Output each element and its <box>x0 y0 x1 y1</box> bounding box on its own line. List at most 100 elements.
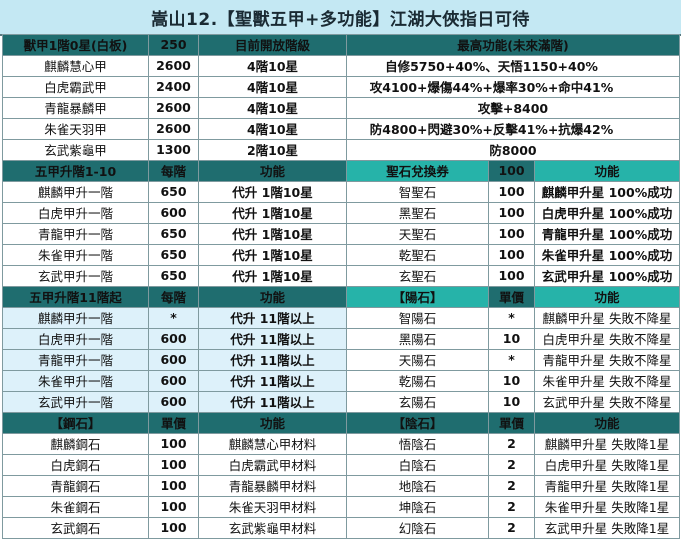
holy-name: 黑聖石 <box>346 201 489 224</box>
steel-header-name: 【鋼石】 <box>2 411 149 434</box>
armor-function: 攻擊+8400 <box>346 96 680 119</box>
upgrade2-header-price: 每階 <box>148 285 199 308</box>
upgrade1-name: 朱雀甲升一階 <box>2 243 149 266</box>
holy-price: 100 <box>488 222 535 245</box>
upgrade1-function: 代升 1階10星 <box>198 201 347 224</box>
steel-function: 青龍暴麟甲材料 <box>198 474 347 497</box>
upgrade1-price: 600 <box>148 201 199 224</box>
table-row: 白虎甲升一階 600 代升 1階10星 黑聖石 100 白虎甲升星 100%成功 <box>2 201 680 224</box>
upgrade2-name: 朱雀甲升一階 <box>2 369 149 392</box>
steel-function: 麒麟慧心甲材料 <box>198 432 347 455</box>
upgrade1-name: 玄武甲升一階 <box>2 264 149 287</box>
upgrade1-price: 650 <box>148 264 199 287</box>
table-row: 朱雀鋼石 100 朱雀天羽甲材料 坤陰石 2 朱雀甲升星 失敗降1星 <box>2 495 680 518</box>
armor-price: 2600 <box>148 54 199 77</box>
holy-header-function: 功能 <box>534 159 680 182</box>
armor-name: 麒麟慧心甲 <box>2 54 149 77</box>
yang-price: * <box>488 348 535 371</box>
armor-row: 玄武紫龜甲 1300 2階10星 防8000 <box>2 138 680 161</box>
holy-header-name: 聖石兌換券 <box>346 159 489 182</box>
table-row: 麒麟甲升一階 650 代升 1階10星 智聖石 100 麒麟甲升星 100%成功 <box>2 180 680 203</box>
steel-name: 玄武鋼石 <box>2 516 149 539</box>
steel-header-function: 功能 <box>198 411 347 434</box>
upgrade1-header-price: 每階 <box>148 159 199 182</box>
yin-function: 朱雀甲升星 失敗降1星 <box>534 495 680 518</box>
armor-name: 玄武紫龜甲 <box>2 138 149 161</box>
yin-function: 麒麟甲升星 失敗降1星 <box>534 432 680 455</box>
armor-header-level: 目前開放階級 <box>198 33 347 56</box>
holy-function: 朱雀甲升星 100%成功 <box>534 243 680 266</box>
armor-level: 4階10星 <box>198 96 347 119</box>
armor-level: 4階10星 <box>198 54 347 77</box>
upgrade2-name: 麒麟甲升一階 <box>2 306 149 329</box>
yin-name: 地陰石 <box>346 474 489 497</box>
upgrade2-function: 代升 11階以上 <box>198 369 347 392</box>
yang-header-function: 功能 <box>534 285 680 308</box>
armor-price: 1300 <box>148 138 199 161</box>
yin-function: 白虎甲升星 失敗降1星 <box>534 453 680 476</box>
upgrade1-function: 代升 1階10星 <box>198 243 347 266</box>
table-row: 白虎鋼石 100 白虎霸武甲材料 白陰石 2 白虎甲升星 失敗降1星 <box>2 453 680 476</box>
holy-function: 玄武甲升星 100%成功 <box>534 264 680 287</box>
upgrade1-name: 麒麟甲升一階 <box>2 180 149 203</box>
upgrade2-function: 代升 11階以上 <box>198 306 347 329</box>
upgrade2-name: 青龍甲升一階 <box>2 348 149 371</box>
upgrade2-name: 玄武甲升一階 <box>2 390 149 413</box>
holy-price: 100 <box>488 180 535 203</box>
armor-name: 朱雀天羽甲 <box>2 117 149 140</box>
upgrade2-function: 代升 11階以上 <box>198 390 347 413</box>
holy-price: 100 <box>488 264 535 287</box>
table-row: 玄武甲升一階 650 代升 1階10星 玄聖石 100 玄武甲升星 100%成功 <box>2 264 680 287</box>
holy-price: 100 <box>488 201 535 224</box>
table-row: 麒麟甲升一階 * 代升 11階以上 智陽石 * 麒麟甲升星 失敗不降星 <box>2 306 680 329</box>
steel-function: 玄武紫龜甲材料 <box>198 516 347 539</box>
steel-name: 麒麟鋼石 <box>2 432 149 455</box>
yang-function: 麒麟甲升星 失敗不降星 <box>534 306 680 329</box>
armor-price: 2600 <box>148 117 199 140</box>
steel-name: 朱雀鋼石 <box>2 495 149 518</box>
upgrade2-price: 600 <box>148 390 199 413</box>
yang-header-name: 【陽石】 <box>346 285 489 308</box>
yin-name: 幻陰石 <box>346 516 489 539</box>
armor-function: 防8000 <box>346 138 680 161</box>
armor-name: 白虎霸武甲 <box>2 75 149 98</box>
armor-level: 2階10星 <box>198 138 347 161</box>
holy-name: 玄聖石 <box>346 264 489 287</box>
steel-function: 朱雀天羽甲材料 <box>198 495 347 518</box>
armor-price: 2600 <box>148 96 199 119</box>
upgrade2-function: 代升 11階以上 <box>198 348 347 371</box>
upgrade1-name: 青龍甲升一階 <box>2 222 149 245</box>
yang-name: 智陽石 <box>346 306 489 329</box>
armor-header-row: 獸甲1階0星(白板) 250 目前開放階級 最高功能(未來滿階) <box>2 33 680 56</box>
upgrade2-price: 600 <box>148 348 199 371</box>
upgrade2-price: 600 <box>148 369 199 392</box>
steel-price: 100 <box>148 453 199 476</box>
yang-name: 黑陽石 <box>346 327 489 350</box>
upgrade1-function: 代升 1階10星 <box>198 180 347 203</box>
upgrade1-price: 650 <box>148 180 199 203</box>
table-row: 青龍鋼石 100 青龍暴麟甲材料 地陰石 2 青龍甲升星 失敗降1星 <box>2 474 680 497</box>
armor-function: 攻4100+爆傷44%+爆率30%+命中41% <box>346 75 680 98</box>
yang-function: 朱雀甲升星 失敗不降星 <box>534 369 680 392</box>
holy-name: 智聖石 <box>346 180 489 203</box>
upgrade1-function: 代升 1階10星 <box>198 222 347 245</box>
holy-name: 乾聖石 <box>346 243 489 266</box>
yin-price: 2 <box>488 516 535 539</box>
armor-row: 麒麟慧心甲 2600 4階10星 自修5750+40%、天悟1150+40% <box>2 54 680 77</box>
table-row: 青龍甲升一階 650 代升 1階10星 天聖石 100 青龍甲升星 100%成功 <box>2 222 680 245</box>
armor-name: 青龍暴麟甲 <box>2 96 149 119</box>
yang-price: 10 <box>488 327 535 350</box>
price-table: 獸甲1階0星(白板) 250 目前開放階級 最高功能(未來滿階) 麒麟慧心甲 2… <box>2 30 680 539</box>
holy-function: 麒麟甲升星 100%成功 <box>534 180 680 203</box>
yin-name: 悟陰石 <box>346 432 489 455</box>
armor-price: 2400 <box>148 75 199 98</box>
yang-name: 玄陽石 <box>346 390 489 413</box>
armor-level: 4階10星 <box>198 117 347 140</box>
steel-name: 白虎鋼石 <box>2 453 149 476</box>
upgrade2-header-name: 五甲升階11階起 <box>2 285 149 308</box>
yin-name: 坤陰石 <box>346 495 489 518</box>
armor-header-price: 250 <box>148 33 199 56</box>
yang-function: 玄武甲升星 失敗不降星 <box>534 390 680 413</box>
upgrade1-function: 代升 1階10星 <box>198 264 347 287</box>
